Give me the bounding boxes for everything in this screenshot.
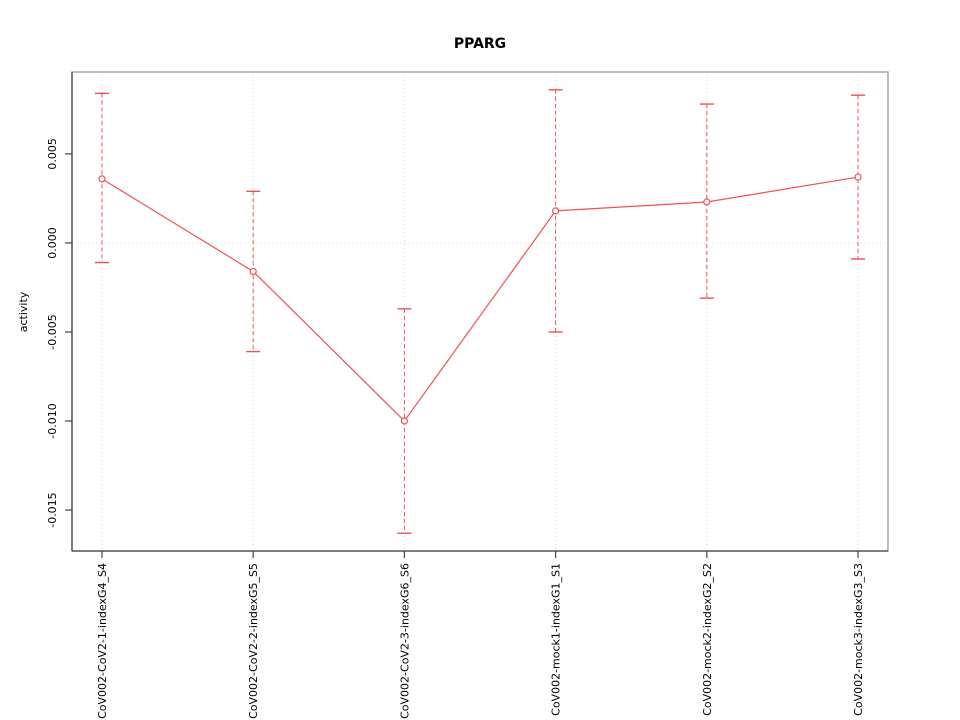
y-tick-label: -0.015 [46, 492, 59, 527]
y-tick-label: 0.000 [46, 227, 59, 259]
data-point-marker [854, 173, 862, 181]
x-tick-label: CoV002-CoV2-1-indexG4_S4 [96, 563, 109, 719]
data-point-marker [551, 207, 560, 215]
chart-title: PPARG [453, 36, 507, 52]
y-tick-label: 0.005 [46, 138, 59, 170]
data-point-marker [98, 175, 106, 183]
data-point-marker [703, 198, 711, 206]
x-tick-label: CoV002-mock2-indexG2_S2 [701, 563, 714, 716]
data-point-marker [400, 417, 408, 425]
x-tick-label: CoV002-mock1-indexG1_S1 [550, 563, 563, 716]
x-tick-label: CoV002-mock3-indexG3_S3 [852, 563, 865, 716]
plot-border [71, 71, 889, 552]
data-point-marker [249, 267, 257, 276]
series-line [101, 176, 859, 422]
x-tick-label: CoV002-CoV2-3-indexG6_S6 [398, 563, 411, 719]
y-tick-label: -0.005 [46, 314, 59, 349]
x-tick-label: CoV002-CoV2-2-indexG5_S5 [247, 563, 260, 719]
y-axis-title: activity [17, 291, 30, 333]
y-tick-label: -0.010 [46, 403, 59, 438]
